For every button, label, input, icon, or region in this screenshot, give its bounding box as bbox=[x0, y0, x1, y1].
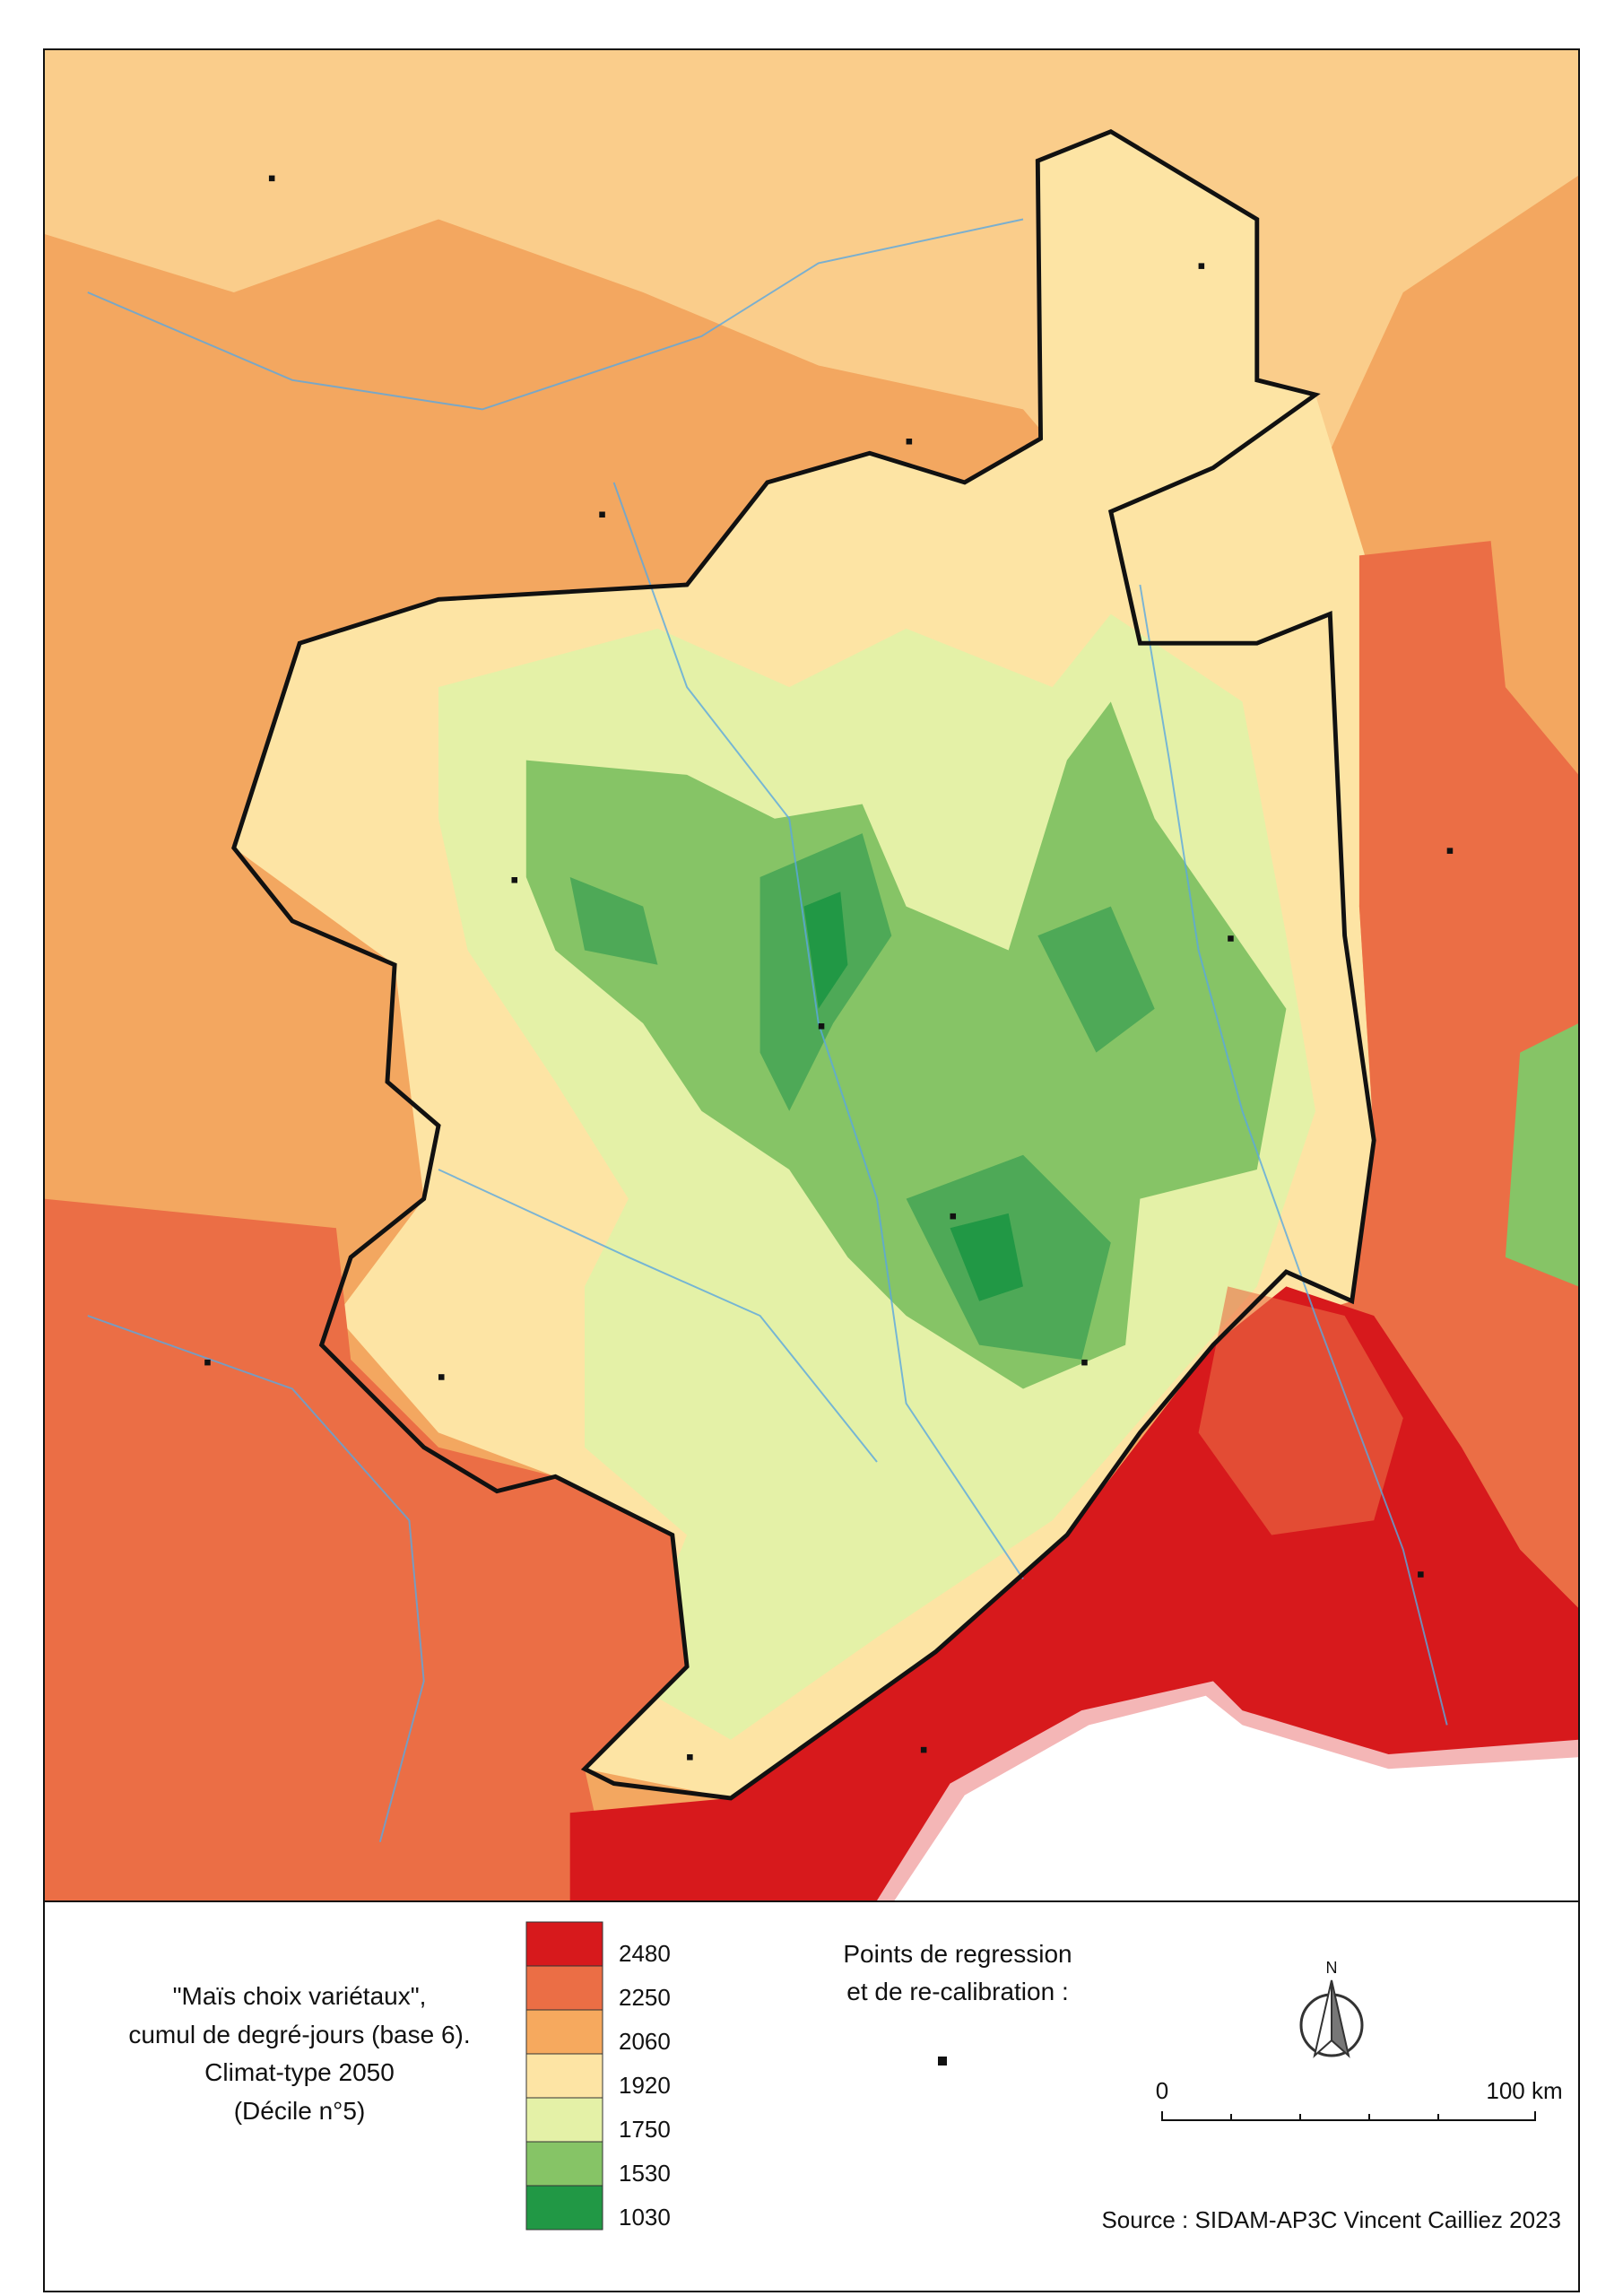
legend-swatch bbox=[525, 2097, 603, 2143]
legend-title: "Maïs choix variétaux", cumul de degré-j… bbox=[128, 1982, 470, 2125]
legend-label: 2060 bbox=[619, 2028, 671, 2055]
legend-title-line: cumul de degré-jours (base 6). bbox=[128, 2021, 470, 2048]
legend-swatch bbox=[525, 2141, 603, 2187]
source: Source : SIDAM-AP3C Vincent Cailliez 202… bbox=[1101, 2206, 1561, 2233]
legend-swatch bbox=[525, 2185, 603, 2231]
legend-title-line: Climat-type 2050 bbox=[204, 2058, 395, 2086]
point-symbol bbox=[938, 2057, 947, 2066]
legend-label: 1920 bbox=[619, 2072, 671, 2099]
legend-swatch bbox=[525, 1965, 603, 2011]
map bbox=[43, 49, 1579, 1900]
legend-swatch bbox=[525, 1921, 603, 1967]
legend-swatch bbox=[525, 2053, 603, 2099]
regression-points bbox=[204, 175, 1454, 1761]
legend-classes: 2480 2250 2060 1920 1750 1530 1030 bbox=[525, 1921, 671, 2231]
scale-start: 0 bbox=[1156, 2077, 1168, 2104]
region-border bbox=[231, 128, 1376, 1801]
scale-bar: 0 100 km bbox=[1156, 2077, 1563, 2121]
legend-swatch bbox=[525, 2009, 603, 2055]
legend-label: 1030 bbox=[619, 2204, 671, 2231]
north-arrow: N bbox=[1299, 1959, 1364, 2058]
legend-label: 1530 bbox=[619, 2160, 671, 2187]
legend-label: 2480 bbox=[619, 1940, 671, 1967]
legend-title-line: (Décile n°5) bbox=[234, 2097, 366, 2125]
legend-label: 1750 bbox=[619, 2116, 671, 2143]
legend-title-line: "Maïs choix variétaux", bbox=[173, 1982, 427, 2010]
scale-end: 100 km bbox=[1486, 2077, 1562, 2104]
points-title: et de re-calibration : bbox=[846, 1978, 1068, 2005]
north-label: N bbox=[1326, 1959, 1338, 1977]
legend-label: 2250 bbox=[619, 1984, 671, 2011]
points-title: Points de regression bbox=[843, 1940, 1072, 1968]
frame bbox=[43, 48, 1580, 2292]
